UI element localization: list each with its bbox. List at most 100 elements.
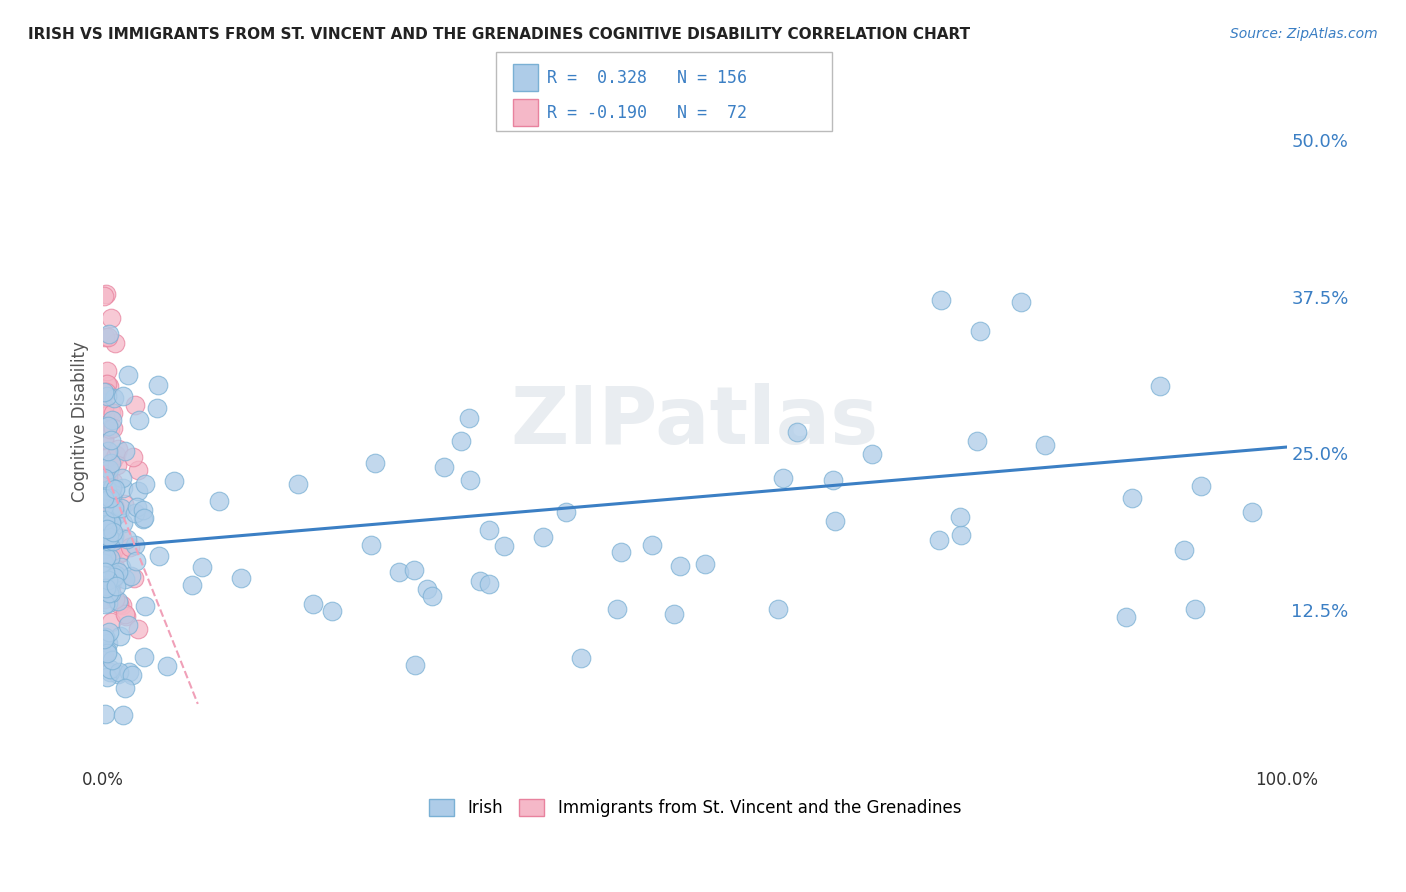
Point — [94, 513, 117, 527]
Point — [1010, 294, 1032, 309]
Point — [107, 565, 129, 579]
Point — [107, 442, 129, 456]
Point — [94, 475, 117, 489]
Point — [928, 533, 950, 548]
Point — [96, 384, 118, 398]
Point — [94, 549, 117, 564]
Point — [105, 448, 128, 462]
Point — [110, 629, 132, 643]
Point — [117, 368, 139, 382]
Point — [100, 483, 122, 497]
Point — [96, 483, 118, 497]
Point — [104, 508, 127, 523]
Point — [96, 364, 118, 378]
Point — [1121, 491, 1143, 505]
Point — [114, 444, 136, 458]
Point — [93, 515, 115, 529]
Point — [124, 398, 146, 412]
Point — [93, 491, 115, 505]
Text: R = -0.190   N =  72: R = -0.190 N = 72 — [547, 103, 747, 121]
Point — [93, 471, 115, 485]
Point — [100, 490, 122, 504]
Point — [96, 522, 118, 536]
Point — [96, 514, 118, 528]
Point — [117, 617, 139, 632]
Point — [1149, 379, 1171, 393]
Text: Source: ZipAtlas.com: Source: ZipAtlas.com — [1230, 27, 1378, 41]
Point — [554, 504, 576, 518]
Point — [128, 413, 150, 427]
Point — [669, 559, 692, 574]
Point — [433, 460, 456, 475]
Point — [96, 644, 118, 658]
Point — [416, 582, 439, 596]
Point — [107, 594, 129, 608]
Point — [468, 574, 491, 588]
Point — [606, 601, 628, 615]
Point — [94, 597, 117, 611]
Point — [93, 531, 115, 545]
Point — [93, 648, 115, 663]
Point — [94, 385, 117, 400]
Point — [98, 549, 121, 564]
Point — [118, 540, 141, 554]
Point — [103, 524, 125, 539]
Point — [112, 496, 135, 510]
Point — [97, 573, 120, 587]
Point — [103, 406, 125, 420]
Point — [111, 389, 134, 403]
Point — [93, 539, 115, 553]
Point — [1189, 479, 1212, 493]
Point — [124, 506, 146, 520]
Point — [100, 581, 122, 595]
Point — [122, 450, 145, 464]
Point — [492, 539, 515, 553]
Point — [100, 491, 122, 506]
Point — [111, 598, 134, 612]
Point — [98, 422, 121, 436]
Point — [132, 510, 155, 524]
Point — [114, 607, 136, 621]
Point — [420, 589, 443, 603]
Point — [94, 630, 117, 644]
Point — [105, 561, 128, 575]
Point — [98, 512, 121, 526]
Point — [108, 546, 131, 560]
Point — [96, 670, 118, 684]
Point — [100, 413, 122, 427]
Point — [103, 453, 125, 467]
Point — [134, 477, 156, 491]
Point — [156, 659, 179, 673]
Point — [93, 489, 115, 503]
Point — [98, 551, 121, 566]
Point — [360, 538, 382, 552]
Point — [111, 531, 134, 545]
Point — [93, 591, 115, 606]
Point — [93, 289, 115, 303]
Text: R =  0.328   N = 156: R = 0.328 N = 156 — [547, 69, 747, 87]
Point — [100, 586, 122, 600]
Point — [104, 592, 127, 607]
Point — [111, 516, 134, 530]
Point — [103, 391, 125, 405]
Point — [404, 658, 426, 673]
Point — [96, 501, 118, 516]
Point — [115, 608, 138, 623]
Point — [693, 558, 716, 572]
Point — [950, 528, 973, 542]
Point — [121, 668, 143, 682]
Point — [103, 570, 125, 584]
Point — [96, 646, 118, 660]
Point — [100, 434, 122, 448]
Text: ZIPatlas: ZIPatlas — [510, 383, 879, 461]
Point — [93, 527, 115, 541]
Point — [98, 326, 121, 341]
Point — [191, 560, 214, 574]
Point — [98, 378, 121, 392]
Point — [128, 483, 150, 498]
Point — [97, 470, 120, 484]
Point — [100, 615, 122, 629]
Point — [94, 467, 117, 482]
Point — [533, 530, 555, 544]
Point — [111, 707, 134, 722]
